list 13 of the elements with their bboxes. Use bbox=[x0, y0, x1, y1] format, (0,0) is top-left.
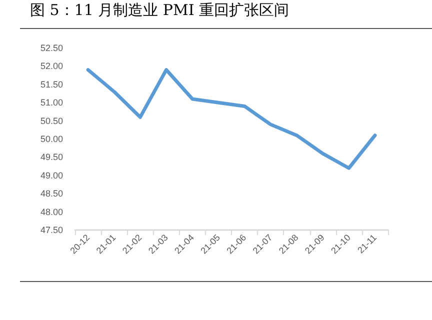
y-tick-label: 49.50 bbox=[40, 152, 63, 162]
y-tick-label: 48.50 bbox=[40, 188, 63, 199]
y-tick-label: 51.00 bbox=[40, 98, 63, 108]
y-tick-label: 49.00 bbox=[40, 170, 63, 180]
y-tick-label: 50.00 bbox=[40, 134, 63, 144]
y-tick-label: 47.50 bbox=[40, 225, 63, 235]
y-tick-label: 51.50 bbox=[40, 79, 63, 90]
y-tick-label: 50.50 bbox=[40, 116, 63, 126]
y-tick-label: 48.00 bbox=[40, 206, 63, 217]
chart-title: 图 5：11 月制造业 PMI 重回扩张区间 bbox=[30, 0, 290, 20]
y-tick-label: 52.00 bbox=[40, 61, 63, 72]
y-tick-label: 52.50 bbox=[40, 43, 63, 53]
line-series bbox=[86, 68, 377, 170]
